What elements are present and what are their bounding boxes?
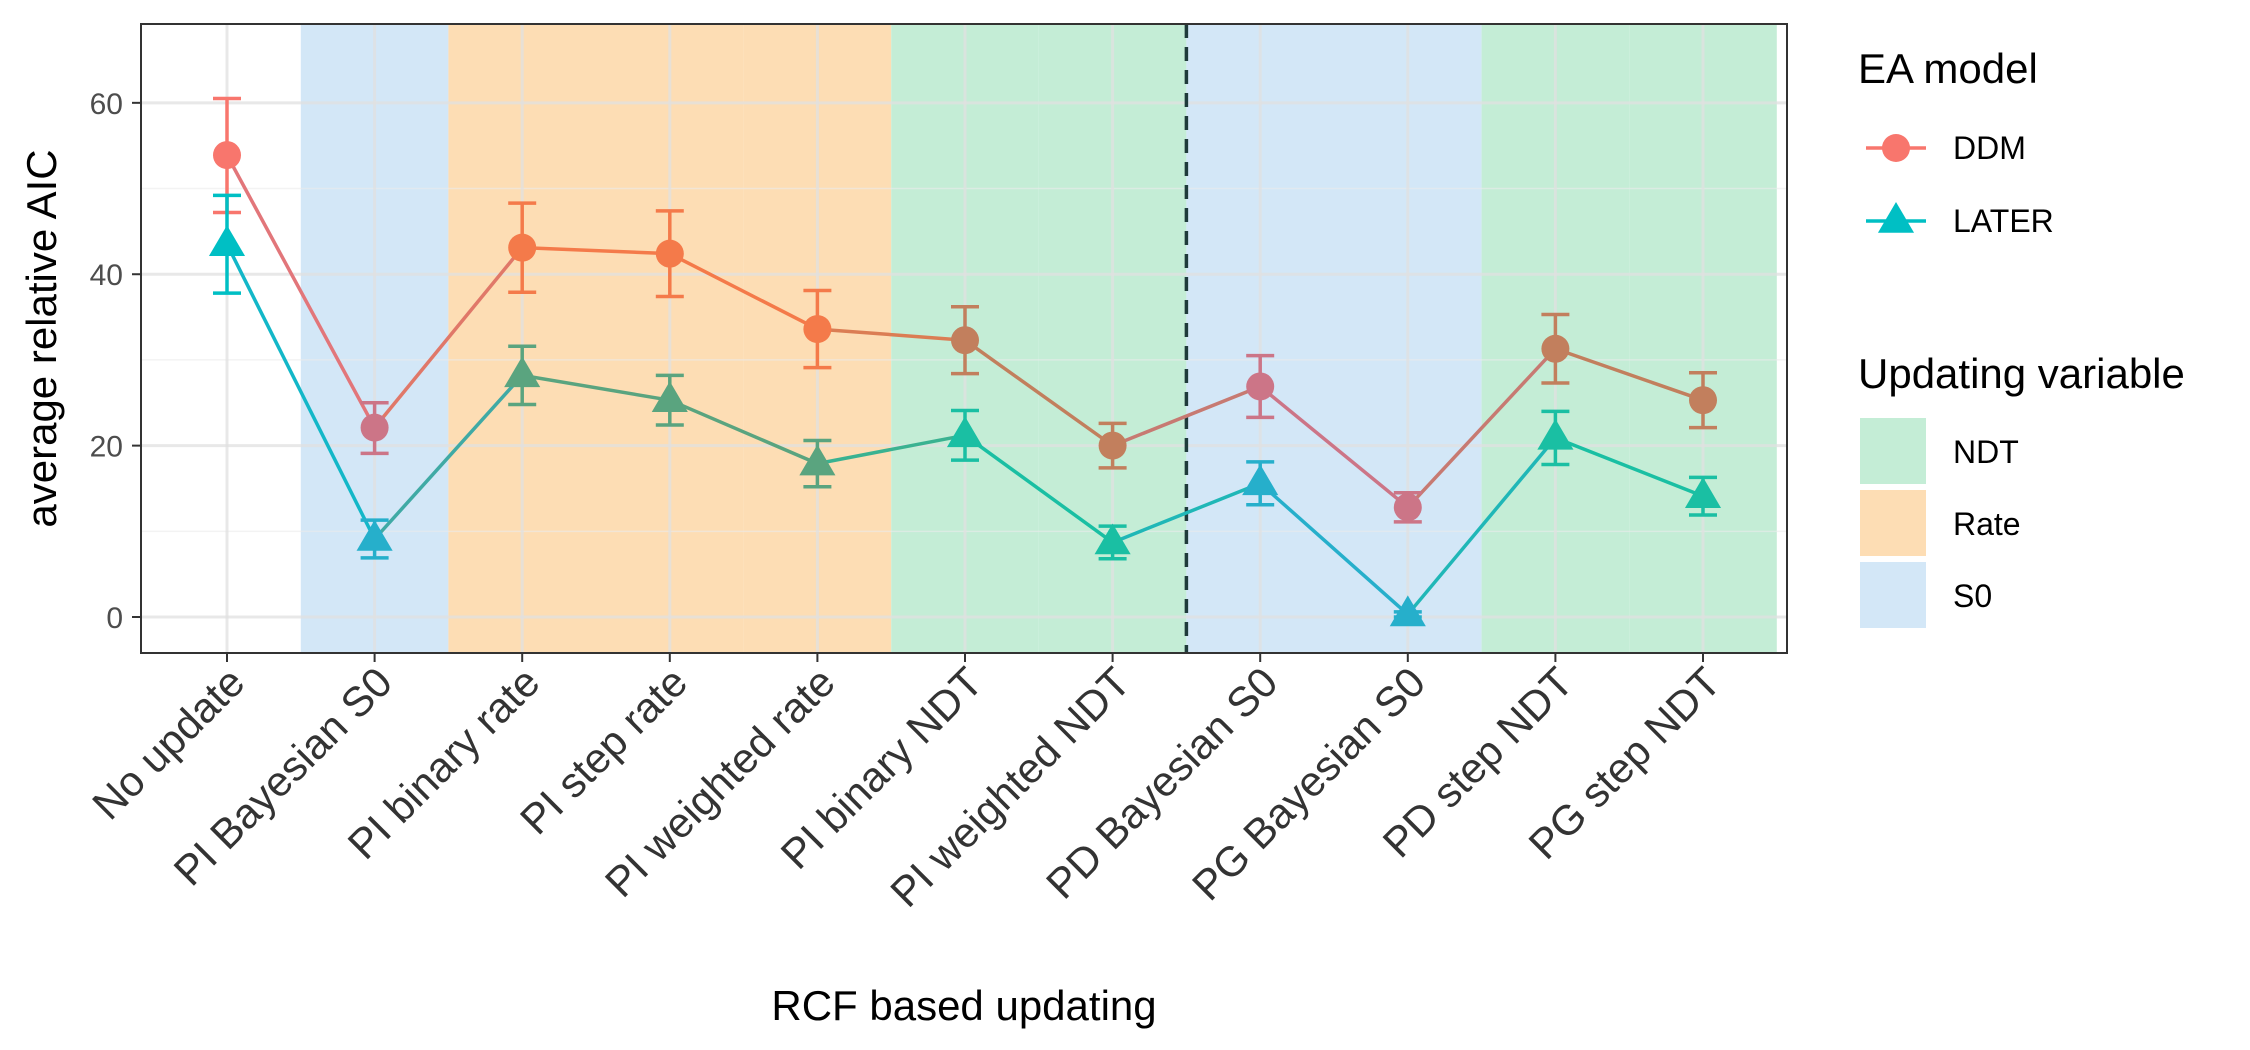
y-tick-label: 20 [90, 431, 123, 464]
line-segment-ddm [225, 154, 377, 429]
series-lines [225, 154, 1704, 616]
point-ddm [1246, 372, 1275, 401]
point-ddm [1689, 386, 1717, 415]
legend-swatch [1860, 490, 1926, 556]
legend-swatch [1860, 562, 1926, 628]
point-later [651, 381, 688, 412]
y-axis: 0 20 40 60 [90, 88, 141, 635]
legend-item-rate: Rate [1860, 490, 2021, 556]
line-segment-later [521, 373, 671, 402]
line-segment-ddm [1259, 385, 1409, 509]
x-axis-title: RCF based updating [771, 982, 1156, 1029]
line-segment-ddm [1111, 384, 1261, 448]
point-ddm [1541, 334, 1570, 363]
point-later [799, 444, 836, 476]
point-ddm [1393, 493, 1422, 522]
legend-circle-icon [1882, 134, 1910, 162]
legend-label: Rate [1953, 506, 2021, 542]
line-segment-ddm [1554, 347, 1704, 402]
point-ddm [951, 326, 979, 355]
line-segment-later [817, 433, 966, 466]
point-ddm [655, 239, 684, 268]
point-later [1242, 464, 1279, 496]
legend-label: S0 [1953, 578, 1992, 614]
point-ddm [213, 141, 241, 170]
point-later [504, 356, 541, 388]
legend-label: LATER [1953, 203, 2054, 239]
point-later [208, 225, 246, 257]
line-segment-later [1259, 482, 1409, 616]
point-later [1537, 418, 1574, 450]
point-later [356, 520, 393, 551]
y-axis-title: average relative AIC [18, 149, 65, 527]
legend-item-s0: S0 [1860, 562, 1992, 628]
point-ddm [508, 233, 537, 262]
point-later [1684, 477, 1722, 508]
line-segment-ddm [669, 252, 819, 331]
point-ddm [803, 315, 832, 344]
line-segment-ddm [817, 327, 966, 342]
point-ddm [360, 413, 389, 442]
point-later [1094, 523, 1131, 555]
line-segment-later [669, 398, 819, 466]
line-segment-ddm [1406, 347, 1557, 509]
data-points [208, 141, 1722, 627]
y-tick-label: 60 [90, 88, 123, 121]
line-segment-later [1554, 436, 1704, 498]
legend-triangle-icon [1877, 202, 1915, 233]
line-segment-later [373, 374, 524, 541]
legend-updating-title: Updating variable [1858, 350, 2185, 397]
line-segment-later [225, 243, 377, 540]
y-tick-label: 40 [90, 259, 123, 292]
line-segment-ddm [522, 245, 670, 256]
legend-swatch [1860, 418, 1926, 484]
legend-ea-model: EA model DDM LATER [1858, 45, 2054, 239]
legend-item-later: LATER [1866, 202, 2054, 239]
point-later [946, 416, 984, 448]
y-tick-label: 0 [106, 602, 123, 635]
point-later [1389, 595, 1426, 627]
line-segment-later [963, 433, 1114, 544]
line-segment-later [1406, 436, 1557, 616]
line-segment-ddm [963, 338, 1114, 448]
legend-label: DDM [1953, 130, 2026, 166]
legend-label: NDT [1953, 434, 2019, 470]
line-segment-later [1111, 481, 1261, 545]
legend-item-ddm: DDM [1866, 130, 2026, 166]
point-ddm [1098, 431, 1127, 460]
legend-updating-variable: Updating variable NDT Rate S0 [1858, 350, 2185, 628]
legend-model-title: EA model [1858, 45, 2038, 92]
legend-item-ndt: NDT [1860, 418, 2019, 484]
line-segment-ddm [373, 246, 524, 429]
